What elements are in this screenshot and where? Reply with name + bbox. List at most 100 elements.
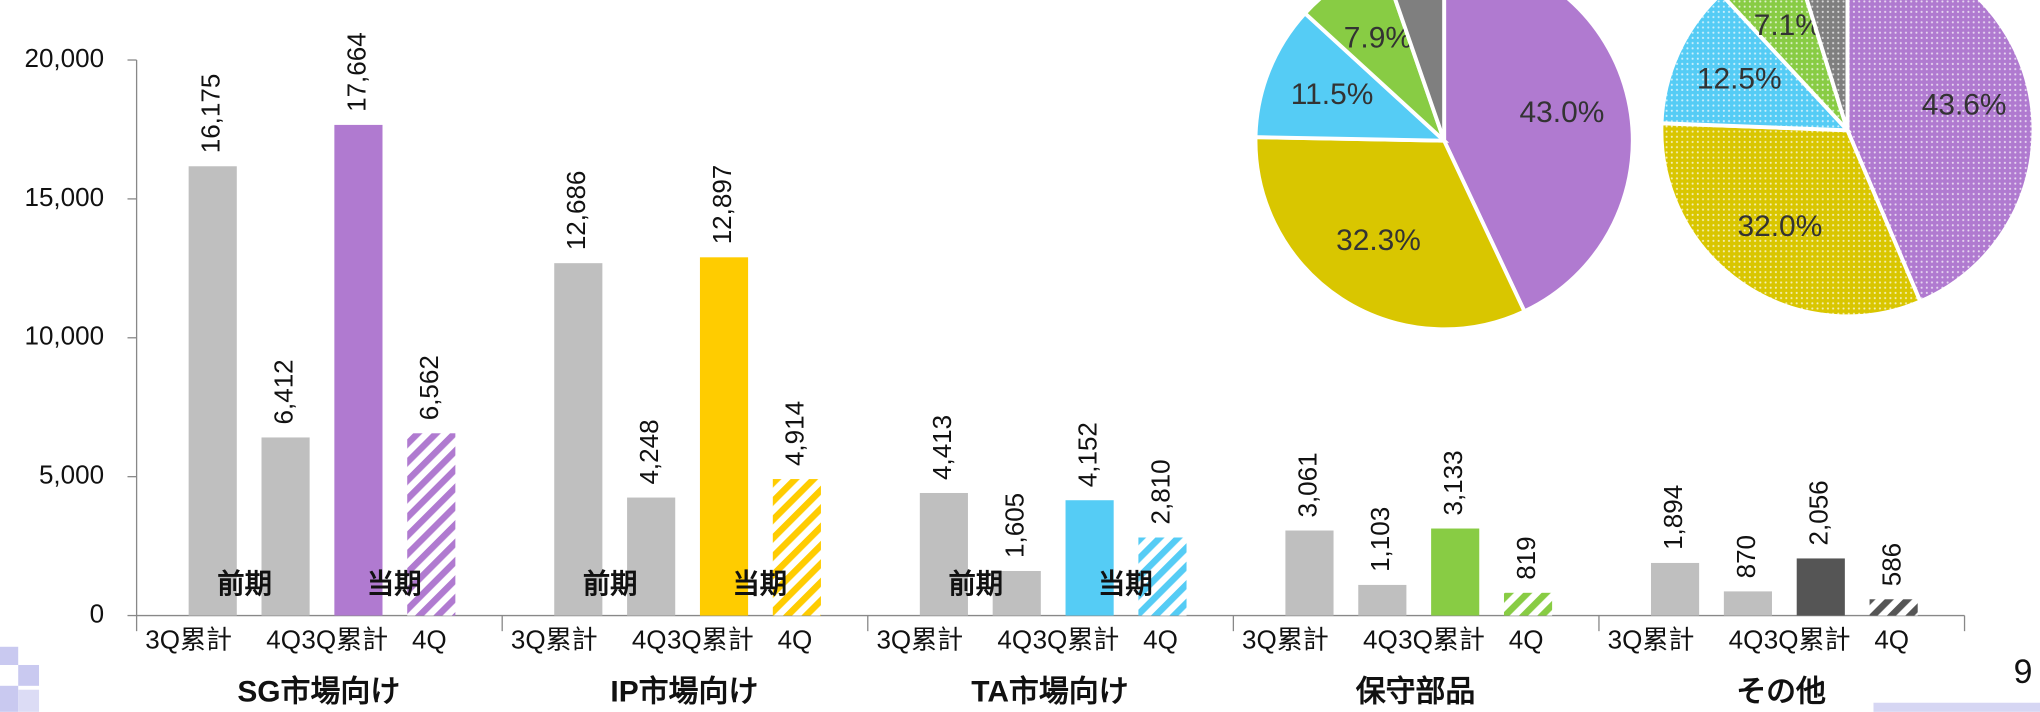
period-label: 当期 [1098,568,1153,599]
category-label: 保守部品 [1356,675,1476,709]
pie-label: 43.6% [1922,88,2007,121]
period-label: 前期 [583,568,638,599]
bar [261,437,310,616]
pie-slice [1393,0,1447,142]
sub-label: 3Q累計 [301,624,388,654]
bar [1723,591,1772,616]
category-label: SG市場向け [237,675,400,709]
value-label: 3,061 [1292,452,1322,517]
pie-slice [1442,0,1635,314]
value-label: 4,248 [634,419,664,484]
category-label: IP市場向け [610,675,758,709]
pie-slice [1659,0,1853,133]
sub-label: 3Q累計 [1242,624,1329,654]
decoration [18,664,40,686]
sub-label: 3Q累計 [1608,624,1695,654]
bar [1796,558,1845,616]
bar [1503,592,1553,616]
value-label: 4,152 [1072,422,1102,487]
category-label: TA市場向け [971,675,1128,709]
sub-label: 3Q累計 [1033,624,1120,654]
value-label: 3,133 [1438,450,1468,515]
value-label: 12,686 [561,171,591,251]
period-label: 当期 [367,568,422,599]
bar [334,124,383,616]
value-label: 6,562 [414,355,444,420]
sub-label: 4Q [1143,624,1178,654]
bar [1138,537,1187,616]
pie-label: 43.0% [1520,96,1605,129]
bar [1285,530,1334,616]
y-tick-label: 0 [90,598,104,628]
sub-label: 4Q [1874,624,1909,654]
category-label: その他 [1736,676,1826,709]
value-label: 4,413 [927,415,957,480]
bar [1869,599,1918,616]
bar [1065,500,1114,616]
pie-label: 11.5% [1291,78,1374,111]
bar [992,570,1041,616]
bar [627,497,676,616]
value-label: 17,664 [341,32,371,112]
y-tick-label: 5,000 [39,460,104,490]
sub-label: 3Q累計 [667,624,754,654]
value-label: 16,175 [196,74,226,154]
decoration [0,685,19,712]
bar [699,257,749,616]
decoration [0,646,19,665]
pie-slice [1659,121,1923,319]
value-label: 2,056 [1804,480,1834,545]
bar [772,479,821,616]
value-label: 586 [1877,543,1907,586]
sub-label: 4Q [1509,624,1544,654]
sub-label: 4Q [1363,624,1398,654]
pie-slice [1804,0,1850,131]
bar [919,492,968,616]
sub-label: 4Q [632,624,667,654]
bar [1650,562,1700,616]
pie-label: 32.0% [1737,210,1822,243]
value-label: 1,605 [1000,493,1030,558]
value-label: 1,894 [1658,485,1688,550]
value-label: 4,914 [780,401,810,466]
pie-slice [1302,0,1446,143]
value-label: 12,897 [707,165,737,245]
decoration [1873,702,2040,712]
sub-label: 3Q累計 [145,624,232,654]
y-tick-label: 15,000 [25,182,105,212]
page-number: 9 [2014,653,2033,691]
bar [188,166,237,616]
pie-slice [1253,10,1450,143]
period-label: 当期 [732,568,787,599]
period-label: 前期 [948,568,1003,599]
sub-label: 4Q [1729,624,1764,654]
pie-label: 12.5% [1697,62,1782,95]
bar [1431,528,1480,616]
pie-slice [1723,0,1850,132]
pie-label: 7.9% [1344,22,1412,55]
sub-label: 3Q累計 [876,624,963,654]
value-label: 870 [1731,535,1761,578]
value-label: 6,412 [268,359,298,424]
period-label: 前期 [217,568,272,599]
bar [1358,584,1407,616]
sub-label: 4Q [412,624,447,654]
value-label: 1,103 [1365,507,1395,572]
pie-label: 32.3% [1336,224,1421,257]
decoration [18,689,40,712]
y-tick-label: 20,000 [25,43,105,73]
sub-label: 3Q累計 [1398,624,1485,654]
bar [554,263,603,616]
pie-slice [1253,135,1528,332]
sub-label: 4Q [266,624,301,654]
pie-slice [1845,0,2036,305]
y-tick-label: 10,000 [25,321,105,351]
sub-label: 3Q累計 [511,624,598,654]
bar [407,433,456,616]
sub-label: 4Q [778,624,813,654]
sub-label: 3Q累計 [1764,624,1851,654]
value-label: 819 [1511,536,1541,579]
sub-label: 4Q [997,624,1032,654]
